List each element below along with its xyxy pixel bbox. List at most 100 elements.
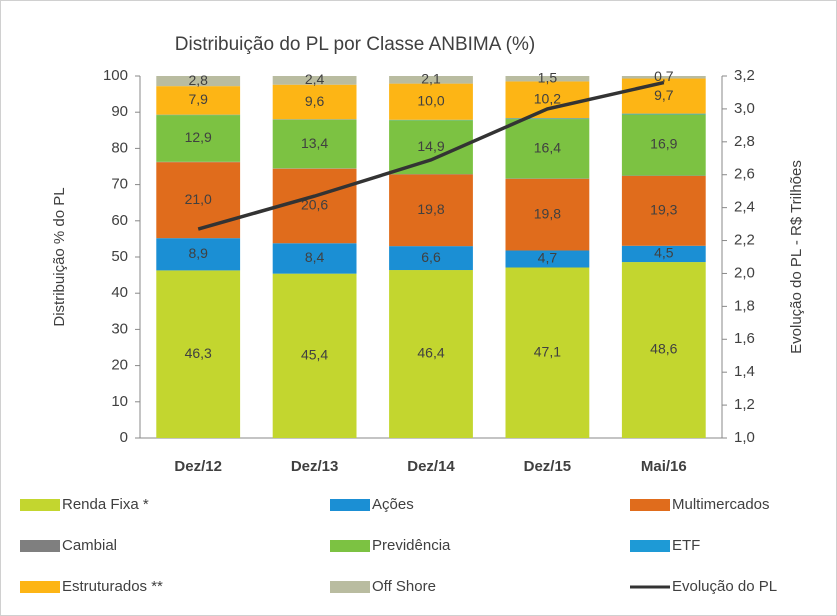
- y-tick-label: 80: [111, 139, 128, 156]
- data-label: 14,9: [417, 138, 444, 154]
- bar-segment: [621, 113, 706, 115]
- data-label: 6,6: [421, 249, 441, 265]
- bar-segment: [272, 243, 357, 274]
- legend-swatch: [20, 499, 60, 511]
- data-label: 12,9: [185, 129, 212, 145]
- data-label: 20,6: [301, 197, 328, 213]
- y2-tick-label: 3,2: [734, 67, 755, 84]
- x-tick-label: Mai/16: [641, 458, 687, 475]
- legend-label: Ações: [372, 496, 414, 513]
- bar-segment: [272, 84, 357, 120]
- bar-segment: [621, 245, 706, 263]
- data-label: 0,7: [654, 68, 674, 84]
- chart-title: Distribuição do PL por Classe ANBIMA (%): [175, 34, 535, 55]
- data-label: 13,4: [301, 135, 328, 151]
- data-label: 19,8: [534, 205, 561, 221]
- data-label: 10,0: [417, 92, 444, 108]
- data-label: 16,4: [534, 139, 561, 155]
- data-label: 45,4: [301, 347, 328, 363]
- bar-segment: [621, 175, 706, 246]
- bar-segment: [272, 119, 357, 169]
- bar-segment: [156, 238, 241, 271]
- data-label: 19,3: [650, 202, 677, 218]
- data-label: 8,4: [305, 249, 325, 265]
- bar-segment: [156, 76, 241, 87]
- data-label: 48,6: [650, 341, 677, 357]
- data-label: 21,0: [185, 191, 212, 207]
- bar-segment: [389, 83, 473, 120]
- data-label: 8,9: [188, 245, 208, 261]
- data-label: 4,5: [654, 245, 674, 261]
- y-tick-label: 70: [111, 176, 128, 193]
- legend-label: Off Shore: [372, 578, 436, 595]
- y-tick-label: 90: [111, 103, 128, 120]
- legend-label: Estruturados **: [62, 578, 163, 595]
- y2-tick-label: 1,8: [734, 297, 755, 314]
- y-tick-label: 60: [111, 212, 128, 229]
- legend-swatch: [330, 581, 370, 593]
- data-label: 4,7: [538, 250, 558, 266]
- x-tick-label: Dez/14: [407, 458, 455, 475]
- y-tick-label: 0: [120, 429, 128, 446]
- y2-tick-label: 2,2: [734, 232, 755, 249]
- bar-segment: [621, 76, 706, 79]
- y2-tick-label: 2,0: [734, 264, 755, 281]
- data-label: 2,8: [188, 72, 208, 88]
- bar-segment: [156, 270, 241, 438]
- data-label: 19,8: [417, 201, 444, 217]
- bar-segment: [272, 168, 357, 244]
- legend-swatch: [330, 540, 370, 552]
- y2-tick-label: 1,6: [734, 330, 755, 347]
- y-tick-label: 100: [103, 67, 128, 84]
- bar-segment: [272, 273, 357, 438]
- legend-swatch: [330, 499, 370, 511]
- legend-label: Previdência: [372, 537, 451, 554]
- data-label: 2,4: [305, 71, 325, 87]
- y2-tick-label: 2,4: [734, 199, 755, 216]
- bar-segment: [156, 115, 241, 162]
- x-tick-label: Dez/13: [291, 458, 339, 475]
- line-series: [197, 80, 665, 231]
- bar-segment: [272, 76, 357, 85]
- data-label: 9,7: [654, 87, 674, 103]
- data-label: 46,4: [417, 345, 444, 361]
- y-axis-title: Distribuição % do PL: [51, 187, 68, 326]
- bar-segment: [505, 119, 590, 179]
- bar-segment: [505, 76, 590, 82]
- legend-swatch: [20, 540, 60, 552]
- data-label: 46,3: [185, 345, 212, 361]
- bar-segment: [505, 118, 590, 120]
- y2-tick-label: 3,0: [734, 100, 755, 117]
- y-tick-label: 20: [111, 357, 128, 374]
- legend-swatch: [20, 581, 60, 593]
- bar-segment: [621, 78, 706, 114]
- y2-tick-label: 2,6: [734, 166, 755, 183]
- data-label: 1,5: [538, 69, 558, 85]
- bar-segment: [389, 174, 473, 247]
- data-label: 10,2: [534, 91, 561, 107]
- bar-segment: [505, 81, 590, 119]
- x-tick-label: Dez/12: [174, 458, 222, 475]
- y-tick-label: 50: [111, 248, 128, 265]
- data-label: 7,9: [188, 91, 208, 107]
- y2-tick-label: 2,8: [734, 133, 755, 150]
- bar-segment: [389, 76, 473, 84]
- bar-segment: [156, 162, 241, 239]
- data-label: 9,6: [305, 93, 325, 109]
- bar-segment: [505, 250, 590, 268]
- bar-segment: [505, 178, 590, 251]
- bar-segment: [621, 262, 706, 438]
- y2-tick-label: 1,2: [734, 396, 755, 413]
- bar-segment: [156, 86, 241, 115]
- data-label: 47,1: [534, 343, 561, 359]
- y-tick-label: 30: [111, 320, 128, 337]
- legend-label: Renda Fixa *: [62, 496, 149, 513]
- bar-segment: [505, 267, 590, 438]
- data-label: 16,9: [650, 136, 677, 152]
- legend-label: Evolução do PL: [672, 578, 777, 595]
- y-tick-label: 40: [111, 284, 128, 301]
- bar-segment: [621, 114, 706, 176]
- y-tick-label: 10: [111, 393, 128, 410]
